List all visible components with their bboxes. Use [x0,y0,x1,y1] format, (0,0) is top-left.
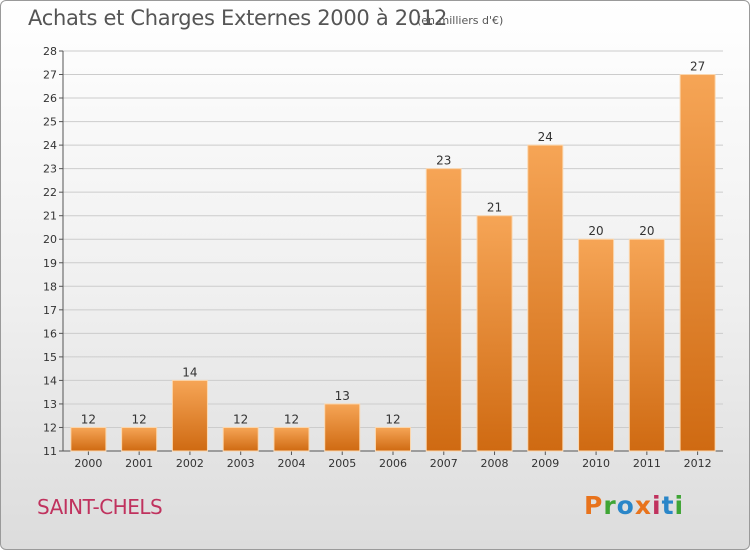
x-tick-label: 2002 [176,457,204,470]
x-tick-label: 2006 [379,457,407,470]
bar-2012 [679,74,716,452]
data-label: 12 [132,412,147,426]
bar-2008 [476,215,513,452]
data-label: 24 [538,130,553,144]
y-tick-label: 19 [43,257,57,270]
bar-2001 [121,426,158,452]
data-label: 21 [487,201,502,215]
data-label: 27 [690,60,705,74]
x-tick-label: 2009 [531,457,559,470]
logo-letter: o [616,491,635,520]
logo-letter: P [584,491,604,520]
y-tick-label: 12 [43,421,57,434]
x-tick-label: 2001 [125,457,153,470]
y-tick-label: 16 [43,327,57,340]
y-tick-label: 15 [43,351,57,364]
axes: 11 12 13 14 15 16 17 18 19 20 21 22 23 24 25 26 27 28 2000… [43,45,723,470]
chart-unit: (en milliers d'€) [417,14,504,27]
x-tick-label: 2004 [277,457,305,470]
proxiti-logo[interactable]: Proxiti [584,491,684,520]
bar-2003 [222,426,259,452]
y-tick-label: 17 [43,304,57,317]
bar-2010 [578,238,615,452]
data-label: 20 [639,224,654,238]
grid-lines [63,50,723,452]
logo-letter: x [634,491,652,520]
x-tick-label: 2012 [684,457,712,470]
logo-letter: i [652,491,662,520]
x-tick-label: 2005 [328,457,356,470]
bar-2005 [324,403,361,452]
bar-2002 [171,379,208,452]
x-tick-label: 2000 [74,457,102,470]
data-label: 20 [588,224,603,238]
bar-2000 [70,426,107,452]
chart-title: Achats et Charges Externes 2000 à 2012 [28,6,448,30]
y-tick-label: 11 [43,445,57,458]
y-tick-label: 14 [43,374,57,387]
logo-letter: t [661,491,675,520]
x-tick-label: 2010 [582,457,610,470]
bar-2006 [374,426,412,452]
bar-2007 [425,168,462,452]
y-tick-label: 20 [43,233,57,246]
data-label: 14 [182,365,197,379]
data-label: 13 [335,389,350,403]
x-tick-label: 2003 [227,457,255,470]
y-tick-label: 22 [43,186,57,199]
x-tick-label: 2011 [633,457,661,470]
y-tick-label: 26 [43,92,57,105]
bar-2009 [527,144,564,452]
y-tick-label: 28 [43,45,57,58]
y-tick-label: 13 [43,398,57,411]
data-label: 12 [81,412,96,426]
bar-2004 [273,426,310,452]
y-tick-label: 27 [43,69,57,82]
y-tick-label: 18 [43,280,57,293]
x-tick-label: 2008 [481,457,509,470]
data-label: 12 [284,412,299,426]
logo-letter: r [603,491,617,520]
y-tick-label: 23 [43,163,57,176]
city-name: SAINT-CHELS [37,495,163,519]
data-label: 12 [385,412,400,426]
bars [70,74,716,452]
data-label: 23 [436,154,451,168]
data-label: 12 [233,412,248,426]
y-tick-label: 25 [43,116,57,129]
data-labels: 12 12 14 12 12 13 12 23 21 24 20 20 27 [81,60,706,427]
x-tick-label: 2007 [430,457,458,470]
bar-2011 [628,238,665,452]
y-tick-label: 24 [43,139,57,152]
logo-letter: i [674,491,685,520]
y-tick-label: 21 [43,210,57,223]
